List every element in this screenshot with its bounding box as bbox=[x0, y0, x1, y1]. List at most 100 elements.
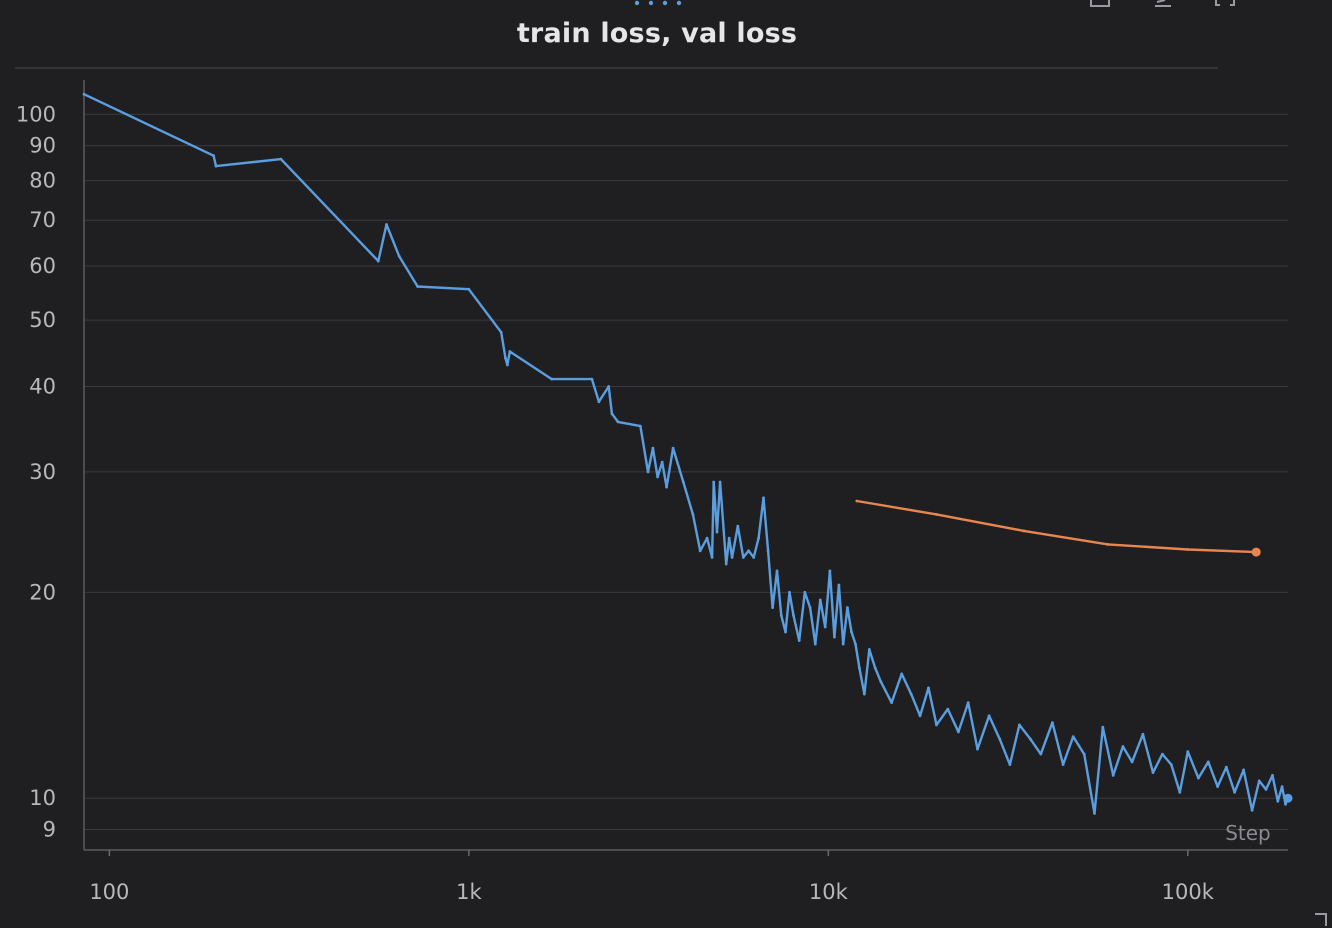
x-tick-label: 100 bbox=[89, 880, 129, 904]
data-point-train bbox=[1093, 812, 1096, 815]
data-point-train bbox=[616, 420, 620, 424]
data-point-train bbox=[1250, 808, 1254, 812]
data-point-train bbox=[1276, 799, 1280, 803]
data-point-train bbox=[854, 642, 857, 646]
data-point-train bbox=[771, 606, 774, 609]
data-point-train bbox=[1233, 790, 1236, 794]
drag-handle-icon[interactable] bbox=[634, 0, 682, 6]
data-point-train bbox=[550, 377, 554, 381]
data-point-train bbox=[762, 496, 765, 500]
x-tick-label: 1k bbox=[456, 880, 482, 904]
data-point-train bbox=[508, 350, 512, 353]
data-point-train bbox=[813, 642, 817, 646]
data-point-train bbox=[747, 549, 750, 553]
data-point-train bbox=[1111, 774, 1115, 777]
data-point-train bbox=[1029, 737, 1032, 741]
data-point-train bbox=[656, 475, 659, 479]
data-point-train bbox=[1186, 750, 1190, 753]
data-point-train bbox=[1264, 788, 1268, 791]
data-point-train bbox=[279, 157, 283, 161]
data-point-train bbox=[1101, 725, 1105, 729]
data-point-train bbox=[610, 412, 614, 416]
data-point-train bbox=[890, 701, 893, 704]
data-point-train bbox=[651, 446, 655, 450]
data-point-train bbox=[927, 686, 930, 690]
last-point-marker-train bbox=[1283, 793, 1293, 803]
data-point-train bbox=[665, 485, 668, 489]
data-point-train bbox=[1257, 779, 1261, 783]
data-point-train bbox=[385, 223, 388, 226]
data-point-train bbox=[946, 707, 950, 711]
x-tick-label: 100k bbox=[1162, 880, 1215, 904]
data-point-train bbox=[1039, 752, 1043, 756]
edit-icon[interactable] bbox=[1151, 0, 1173, 8]
data-point-train bbox=[212, 154, 216, 158]
data-point-train bbox=[803, 590, 807, 594]
data-point-train bbox=[727, 536, 731, 540]
data-point-train bbox=[808, 606, 812, 609]
data-point-train bbox=[1197, 776, 1200, 780]
data-point-train bbox=[1161, 752, 1164, 756]
series-line-train[interactable] bbox=[83, 93, 1290, 815]
data-point-train bbox=[841, 642, 845, 646]
data-point-train bbox=[736, 524, 740, 528]
data-point-train bbox=[918, 714, 922, 718]
data-point-train bbox=[1082, 752, 1086, 756]
data-point-train bbox=[858, 666, 861, 670]
data-point-train bbox=[752, 556, 756, 559]
data-point-train bbox=[1224, 765, 1228, 769]
data-point-train bbox=[506, 363, 509, 367]
data-point-train bbox=[837, 583, 841, 587]
export-icon[interactable] bbox=[1089, 0, 1111, 8]
data-point-train bbox=[590, 377, 594, 381]
x-tick-label: 10k bbox=[809, 880, 849, 904]
y-tick-label: 90 bbox=[29, 134, 56, 158]
data-point-train bbox=[757, 536, 760, 540]
data-point-train bbox=[1061, 763, 1065, 766]
data-point-train bbox=[397, 254, 401, 258]
data-point-train bbox=[1151, 771, 1155, 774]
data-point-train bbox=[710, 556, 714, 559]
data-point-val bbox=[1106, 543, 1110, 546]
data-point-train bbox=[788, 590, 791, 594]
y-tick-label: 60 bbox=[29, 254, 56, 278]
data-point-train bbox=[775, 569, 779, 573]
resize-handle-icon[interactable] bbox=[1315, 913, 1327, 926]
data-point-train bbox=[1216, 785, 1219, 788]
data-point-train bbox=[792, 614, 795, 617]
data-point-train bbox=[1130, 760, 1134, 764]
data-point-train bbox=[416, 285, 419, 288]
chart-title: train loss, val loss bbox=[516, 18, 798, 49]
data-point-train bbox=[779, 614, 783, 617]
data-point-train bbox=[1206, 760, 1210, 764]
data-point-train bbox=[1018, 723, 1021, 727]
data-point-train bbox=[82, 92, 86, 96]
data-point-val bbox=[1022, 529, 1026, 533]
data-point-train bbox=[376, 259, 380, 263]
data-point-train bbox=[1178, 790, 1182, 794]
data-point-train bbox=[1141, 732, 1145, 736]
fullscreen-icon[interactable] bbox=[1214, 0, 1236, 8]
data-point-train bbox=[1280, 785, 1284, 788]
data-point-train bbox=[698, 549, 702, 553]
data-point-val bbox=[855, 499, 859, 503]
data-point-train bbox=[1271, 774, 1274, 777]
data-point-train bbox=[1008, 763, 1012, 766]
data-point-train bbox=[998, 737, 1002, 741]
data-point-train bbox=[639, 424, 642, 428]
data-point-train bbox=[214, 164, 218, 168]
data-point-train bbox=[681, 480, 685, 484]
y-tick-label: 30 bbox=[29, 460, 56, 484]
data-point-train bbox=[1284, 802, 1287, 806]
data-point-train bbox=[818, 598, 822, 602]
data-point-val bbox=[935, 513, 938, 516]
data-point-train bbox=[715, 530, 719, 534]
data-point-train bbox=[823, 625, 827, 629]
y-tick-label: 9 bbox=[43, 818, 56, 842]
data-point-train bbox=[833, 635, 836, 639]
data-point-train bbox=[1071, 735, 1075, 739]
data-point-train bbox=[863, 692, 866, 696]
series-line-val[interactable] bbox=[856, 499, 1257, 554]
y-tick-label: 20 bbox=[29, 580, 56, 604]
